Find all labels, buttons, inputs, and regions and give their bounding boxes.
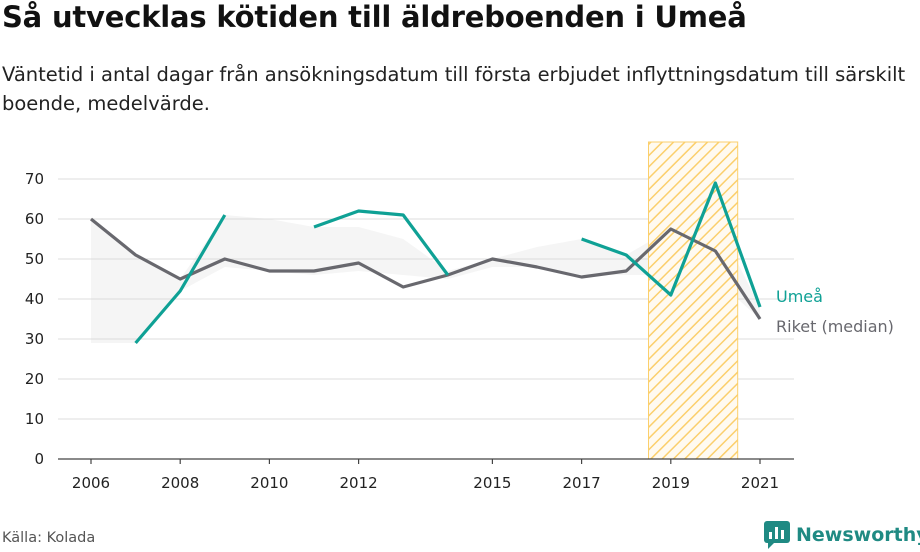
chart-subtitle: Väntetid i antal dagar från ansökningsda… — [2, 63, 906, 115]
range-band-area — [91, 215, 760, 343]
brand-name: Newsworthy — [796, 524, 920, 546]
source-note: Källa: Kolada — [2, 530, 96, 546]
x-tick-label: 2008 — [161, 474, 199, 492]
x-tick-label: 2012 — [340, 474, 378, 492]
y-tick-label: 40 — [25, 290, 44, 308]
x-tick-label: 2010 — [250, 474, 288, 492]
x-tick-label: 2021 — [741, 474, 779, 492]
y-tick-label: 30 — [25, 330, 44, 348]
highlight-period — [648, 141, 739, 460]
x-tick-label: 2006 — [72, 474, 110, 492]
x-tick-label: 2019 — [652, 474, 690, 492]
brand-logo: Newsworthy — [764, 520, 920, 550]
newsworthy-chart-icon — [764, 521, 790, 549]
x-axis-ticks: 2006 2008 2010 2012 2015 2017 2019 2021 — [72, 459, 779, 492]
series-labels: Umeå Riket (median) — [776, 287, 894, 336]
y-tick-label: 50 — [25, 250, 44, 268]
x-tick-label: 2015 — [473, 474, 511, 492]
y-tick-label: 60 — [25, 210, 44, 228]
highlight-rect — [648, 141, 739, 460]
riket-label: Riket (median) — [776, 317, 894, 336]
x-tick-label: 2017 — [563, 474, 601, 492]
y-tick-label: 70 — [25, 170, 44, 188]
y-tick-label: 0 — [34, 450, 44, 468]
chart-title: Så utvecklas kötiden till äldreboenden i… — [2, 0, 747, 34]
y-tick-label: 10 — [25, 410, 44, 428]
shaded-range-band — [91, 215, 760, 343]
umea-line — [134, 181, 762, 345]
y-tick-label: 20 — [25, 370, 44, 388]
series-lines — [89, 181, 762, 345]
riket-line — [89, 217, 762, 320]
y-axis-ticks: 0 10 20 30 40 50 60 70 — [25, 170, 44, 468]
umea-label: Umeå — [776, 287, 823, 306]
